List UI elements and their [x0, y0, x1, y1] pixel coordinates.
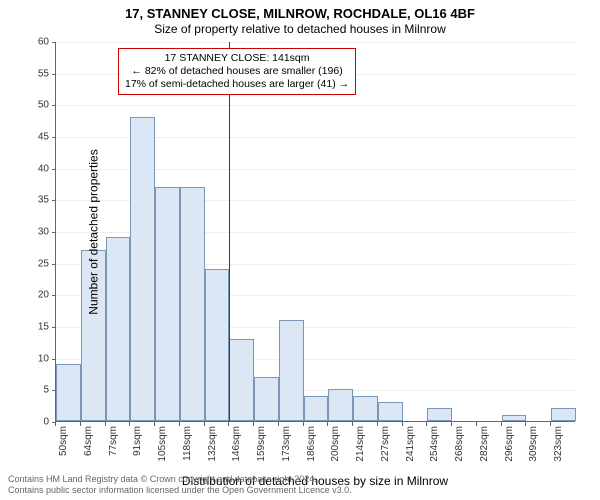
- xtick-mark: [426, 422, 427, 426]
- ytick-mark: [52, 137, 56, 138]
- histogram-bar: [229, 339, 254, 421]
- xtick-mark: [204, 422, 205, 426]
- ytick-mark: [52, 232, 56, 233]
- footer-attribution: Contains HM Land Registry data © Crown c…: [8, 474, 352, 496]
- chart-title-block: 17, STANNEY CLOSE, MILNROW, ROCHDALE, OL…: [0, 0, 600, 36]
- histogram-bar: [106, 237, 131, 421]
- histogram-bar: [378, 402, 403, 421]
- histogram-bar: [427, 408, 452, 421]
- xtick-mark: [129, 422, 130, 426]
- histogram-bar: [502, 415, 527, 421]
- chart-title-sub: Size of property relative to detached ho…: [0, 22, 600, 36]
- histogram-bar: [56, 364, 81, 421]
- histogram-bar: [205, 269, 230, 421]
- xtick-label: 132sqm: [207, 426, 218, 462]
- xtick-mark: [55, 422, 56, 426]
- xtick-mark: [303, 422, 304, 426]
- annotation-line: 17% of semi-detached houses are larger (…: [125, 78, 349, 91]
- xtick-mark: [80, 422, 81, 426]
- gridline: [56, 105, 575, 106]
- reference-line: [229, 42, 230, 421]
- xtick-label: 77sqm: [108, 426, 119, 456]
- ytick-label: 25: [25, 258, 49, 269]
- ytick-label: 35: [25, 195, 49, 206]
- xtick-label: 282sqm: [479, 426, 490, 462]
- histogram-bar: [155, 187, 180, 421]
- ytick-label: 40: [25, 163, 49, 174]
- ytick-mark: [52, 200, 56, 201]
- xtick-mark: [154, 422, 155, 426]
- xtick-label: 268sqm: [454, 426, 465, 462]
- xtick-mark: [402, 422, 403, 426]
- ytick-mark: [52, 327, 56, 328]
- xtick-mark: [179, 422, 180, 426]
- histogram-bar: [304, 396, 329, 421]
- annotation-box: 17 STANNEY CLOSE: 141sqm← 82% of detache…: [118, 48, 356, 95]
- xtick-label: 254sqm: [429, 426, 440, 462]
- ytick-mark: [52, 169, 56, 170]
- histogram-bar: [130, 117, 155, 421]
- xtick-label: 186sqm: [306, 426, 317, 462]
- ytick-label: 20: [25, 290, 49, 301]
- chart-area: 05101520253035404550556017 STANNEY CLOSE…: [55, 42, 575, 422]
- histogram-bar: [328, 389, 353, 421]
- histogram-bar: [353, 396, 378, 421]
- histogram-bar: [254, 377, 279, 421]
- xtick-label: 105sqm: [157, 426, 168, 462]
- xtick-mark: [476, 422, 477, 426]
- ytick-label: 0: [25, 417, 49, 428]
- ytick-label: 15: [25, 322, 49, 333]
- xtick-mark: [525, 422, 526, 426]
- ytick-mark: [52, 295, 56, 296]
- xtick-label: 227sqm: [380, 426, 391, 462]
- ytick-label: 50: [25, 100, 49, 111]
- annotation-line: ← 82% of detached houses are smaller (19…: [125, 65, 349, 78]
- footer-line-1: Contains HM Land Registry data © Crown c…: [8, 474, 352, 485]
- histogram-bar: [180, 187, 205, 421]
- ytick-label: 5: [25, 385, 49, 396]
- chart-title-main: 17, STANNEY CLOSE, MILNROW, ROCHDALE, OL…: [0, 6, 600, 21]
- xtick-mark: [377, 422, 378, 426]
- ytick-mark: [52, 264, 56, 265]
- ytick-label: 55: [25, 68, 49, 79]
- xtick-label: 241sqm: [405, 426, 416, 462]
- xtick-label: 173sqm: [281, 426, 292, 462]
- xtick-label: 118sqm: [182, 426, 193, 461]
- ytick-label: 45: [25, 132, 49, 143]
- gridline: [56, 42, 575, 43]
- xtick-mark: [253, 422, 254, 426]
- annotation-line: 17 STANNEY CLOSE: 141sqm: [125, 52, 349, 65]
- xtick-mark: [352, 422, 353, 426]
- xtick-mark: [228, 422, 229, 426]
- xtick-mark: [501, 422, 502, 426]
- histogram-bar: [551, 408, 576, 421]
- xtick-label: 323sqm: [553, 426, 564, 462]
- y-axis-label: Number of detached properties: [87, 149, 101, 314]
- xtick-label: 64sqm: [83, 426, 94, 456]
- xtick-mark: [327, 422, 328, 426]
- ytick-mark: [52, 105, 56, 106]
- xtick-label: 50sqm: [58, 426, 69, 456]
- xtick-label: 159sqm: [256, 426, 267, 462]
- ytick-label: 30: [25, 227, 49, 238]
- xtick-mark: [550, 422, 551, 426]
- xtick-label: 146sqm: [231, 426, 242, 462]
- xtick-label: 296sqm: [504, 426, 515, 462]
- xtick-label: 214sqm: [355, 426, 366, 462]
- xtick-mark: [278, 422, 279, 426]
- histogram-bar: [279, 320, 304, 421]
- xtick-label: 91sqm: [132, 426, 143, 456]
- footer-line-2: Contains public sector information licen…: [8, 485, 352, 496]
- ytick-label: 10: [25, 353, 49, 364]
- ytick-mark: [52, 359, 56, 360]
- plot-region: 05101520253035404550556017 STANNEY CLOSE…: [55, 42, 575, 422]
- ytick-mark: [52, 74, 56, 75]
- ytick-label: 60: [25, 37, 49, 48]
- xtick-label: 200sqm: [330, 426, 341, 462]
- xtick-mark: [105, 422, 106, 426]
- xtick-label: 309sqm: [528, 426, 539, 462]
- ytick-mark: [52, 42, 56, 43]
- xtick-mark: [451, 422, 452, 426]
